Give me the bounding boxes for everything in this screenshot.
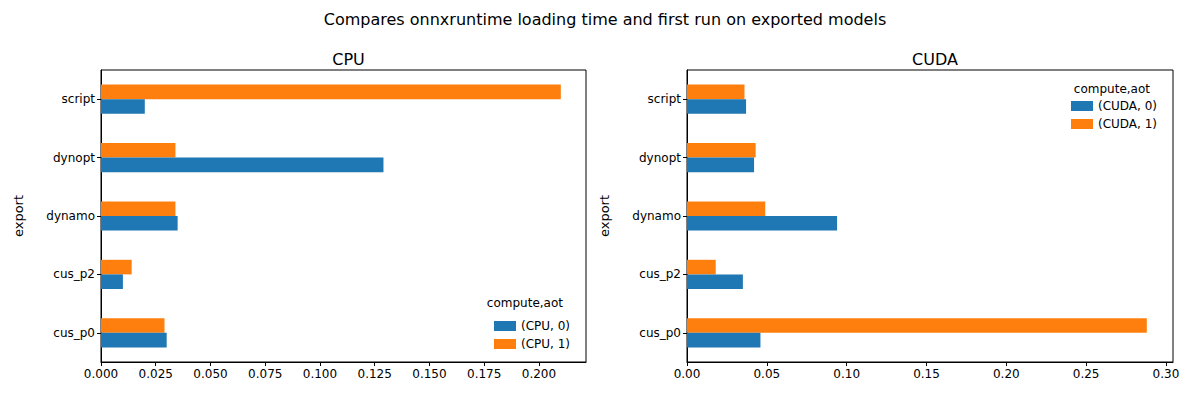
svg-text:0.30: 0.30 — [1153, 367, 1180, 381]
svg-text:dynamo: dynamo — [46, 209, 95, 223]
svg-text:export: export — [11, 195, 26, 237]
svg-text:0.25: 0.25 — [1073, 367, 1100, 381]
svg-text:script: script — [648, 92, 682, 106]
svg-text:0.150: 0.150 — [412, 367, 446, 381]
svg-text:0.000: 0.000 — [84, 367, 118, 381]
svg-text:0.15: 0.15 — [913, 367, 940, 381]
svg-text:(CPU, 0): (CPU, 0) — [521, 319, 570, 333]
svg-text:cus_p2: cus_p2 — [53, 267, 95, 281]
svg-text:CPU: CPU — [332, 50, 365, 69]
svg-text:cus_p0: cus_p0 — [639, 326, 681, 340]
svg-text:(CUDA, 1): (CUDA, 1) — [1098, 117, 1157, 131]
svg-text:0.05: 0.05 — [753, 367, 780, 381]
svg-text:export: export — [597, 195, 612, 237]
svg-text:(CPU, 1): (CPU, 1) — [521, 337, 570, 351]
svg-text:0.100: 0.100 — [303, 367, 337, 381]
svg-text:compute,aot: compute,aot — [487, 296, 563, 310]
svg-text:cus_p0: cus_p0 — [53, 326, 95, 340]
svg-text:0.175: 0.175 — [467, 367, 501, 381]
svg-text:0.00: 0.00 — [674, 367, 701, 381]
svg-text:dynamo: dynamo — [632, 209, 681, 223]
svg-text:(CUDA, 0): (CUDA, 0) — [1098, 99, 1157, 113]
svg-text:0.200: 0.200 — [522, 367, 556, 381]
svg-text:dynopt: dynopt — [53, 151, 95, 165]
svg-text:0.050: 0.050 — [193, 367, 227, 381]
svg-text:Compares onnxruntime loading t: Compares onnxruntime loading time and fi… — [324, 10, 886, 29]
svg-text:0.20: 0.20 — [993, 367, 1020, 381]
svg-text:compute,aot: compute,aot — [1074, 82, 1150, 96]
svg-text:0.075: 0.075 — [248, 367, 282, 381]
svg-text:0.125: 0.125 — [358, 367, 392, 381]
svg-text:dynopt: dynopt — [639, 151, 681, 165]
svg-text:cus_p2: cus_p2 — [639, 267, 681, 281]
svg-text:script: script — [62, 92, 96, 106]
svg-text:0.025: 0.025 — [139, 367, 173, 381]
svg-text:0.10: 0.10 — [833, 367, 860, 381]
svg-text:CUDA: CUDA — [912, 50, 958, 69]
